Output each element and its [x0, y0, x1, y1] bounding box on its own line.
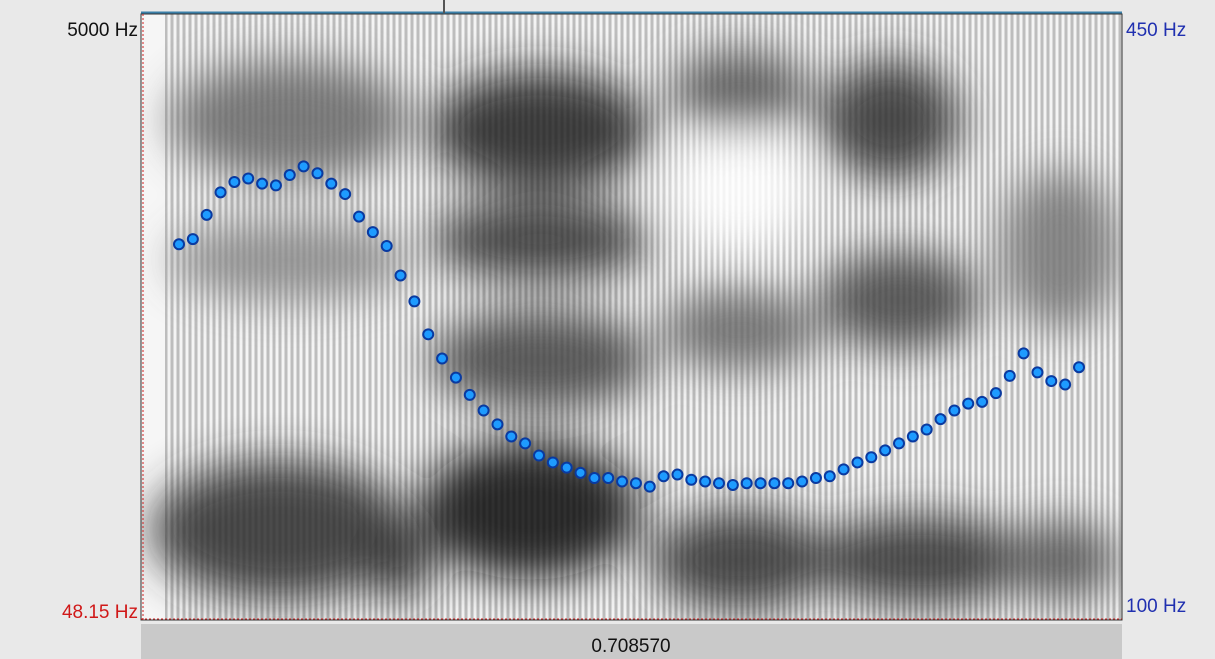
pitch-point — [1003, 369, 1016, 382]
pitch-point — [948, 404, 961, 417]
pitch-point — [519, 437, 532, 450]
pitch-point — [408, 295, 421, 308]
pitch-point — [809, 472, 822, 485]
pitch-point — [920, 423, 933, 436]
pitch-point — [1017, 347, 1030, 360]
pitch-point — [256, 177, 269, 190]
pitch-point — [893, 437, 905, 450]
pitch-point — [865, 451, 878, 464]
pitch-point — [962, 397, 975, 410]
pitch-point — [823, 470, 836, 483]
pitch-point — [242, 172, 255, 185]
pitch-top-label: 450 Hz — [1126, 20, 1186, 41]
pitch-point — [339, 188, 352, 201]
pitch-point — [186, 233, 199, 246]
pitch-point — [906, 430, 919, 443]
pitch-point — [671, 468, 684, 481]
pitch-point — [477, 404, 490, 417]
pitch-point — [685, 473, 698, 486]
pitch-point — [629, 477, 642, 490]
freq-top-label: 5000 Hz — [67, 20, 138, 41]
pitch-point — [394, 269, 407, 282]
pitch-point — [643, 480, 656, 493]
pitch-point — [1031, 366, 1044, 379]
pitch-point — [463, 388, 476, 401]
pitch-point — [366, 226, 379, 239]
pitch-point — [879, 444, 892, 457]
pitch-point — [214, 186, 227, 199]
pitch-point — [449, 371, 462, 384]
cursor-time: 0.708570 — [591, 636, 670, 657]
pitch-point — [976, 395, 989, 408]
pitch-point — [699, 475, 712, 488]
pitch-point — [353, 210, 365, 223]
pitch-point — [1045, 375, 1058, 388]
pitch-point — [436, 352, 449, 365]
pitch-point — [837, 463, 850, 476]
pitch-point — [505, 430, 518, 443]
pitch-point — [269, 179, 282, 192]
pitch-point — [934, 413, 947, 426]
pitch-bottom-label: 100 Hz — [1126, 596, 1186, 617]
pitch-point — [283, 169, 296, 182]
pitch-point — [616, 475, 629, 488]
pitch-point — [200, 208, 213, 221]
pitch-point — [491, 418, 504, 431]
pitch-point — [546, 456, 559, 469]
pitch-point — [713, 477, 725, 490]
plot-frame — [140, 13, 1123, 621]
pitch-point — [754, 477, 767, 490]
freq-bottom-label: 48.15 Hz — [62, 602, 138, 623]
pitch-point — [657, 470, 670, 483]
pitch-point — [173, 238, 185, 251]
pitch-point — [325, 177, 338, 190]
pitch-point — [574, 466, 587, 479]
pitch-point — [560, 461, 573, 474]
spectrogram — [141, 14, 1122, 620]
pitch-point — [851, 456, 864, 469]
pitch-point — [740, 477, 753, 490]
pitch-point — [768, 477, 781, 490]
pitch-point — [1059, 378, 1072, 391]
pitch-point — [588, 472, 601, 485]
pitch-point — [228, 175, 241, 188]
pitch-point — [297, 160, 310, 173]
pitch-point — [782, 477, 795, 490]
pitch-point — [533, 449, 545, 462]
pitch-point — [726, 478, 739, 491]
pitch-point — [1073, 361, 1085, 374]
pitch-point — [989, 387, 1002, 400]
pitch-point — [311, 167, 324, 180]
pitch-point — [796, 475, 809, 488]
pitch-point — [422, 328, 435, 341]
time-bar[interactable] — [141, 624, 1122, 659]
pitch-point — [602, 472, 615, 485]
pitch-point — [380, 240, 393, 253]
